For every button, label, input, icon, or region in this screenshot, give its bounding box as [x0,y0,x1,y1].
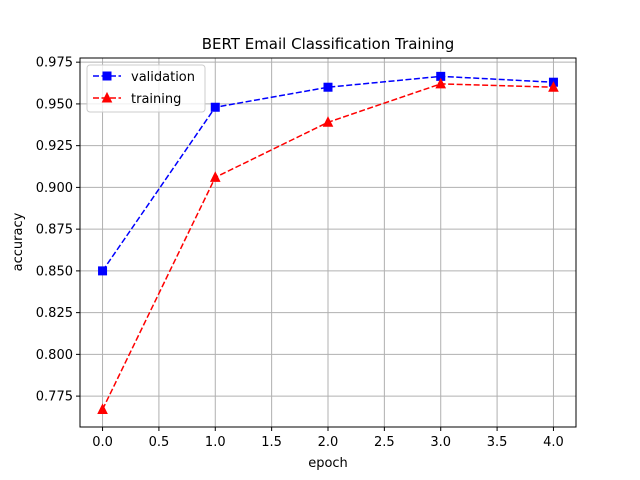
x-axis-title: epoch [308,456,348,471]
y-tick-label: 0.975 [36,56,73,71]
x-tick-label: 2.0 [318,435,339,450]
x-tick-label: 1.0 [205,435,226,450]
legend-box [86,64,206,113]
training-point [435,77,447,89]
validation-point [323,82,333,92]
x-tick-label: 0.5 [149,435,170,450]
x-tick-label: 2.5 [374,435,395,450]
validation-line [101,75,554,272]
validation-point [98,266,108,276]
training-point [97,403,108,414]
y-tick-label: 0.825 [36,306,73,321]
series-training [97,77,559,414]
legend-label-training: training [131,92,181,107]
series-layer [97,71,559,414]
x-tick-label: 0.0 [92,435,113,450]
grid [80,58,576,427]
chart-title: BERT Email Classification Training [202,35,455,53]
y-tick-label: 0.775 [36,390,73,405]
legend-label-validation: validation [131,70,195,85]
x-axis: 0.0 0.5 1.0 1.5 2.0 2.5 3.0 3.5 4.0 [92,427,564,450]
legend-marker-validation [102,71,112,81]
x-tick-label: 3.0 [430,435,451,450]
y-tick-label: 0.900 [36,181,73,196]
validation-point [210,102,220,112]
training-point [209,171,221,182]
y-tick-label: 0.800 [36,348,73,363]
training-point [322,116,334,127]
y-tick-label: 0.875 [36,223,73,238]
y-tick-label: 0.850 [36,264,73,279]
training-point [548,81,559,92]
legend-marker-training [101,91,113,103]
y-axis-title: accuracy [11,212,26,271]
x-tick-label: 1.5 [261,435,282,450]
y-tick-label: 0.950 [36,97,73,112]
x-tick-label: 3.5 [487,435,508,450]
y-axis: 0.775 0.800 0.825 0.850 0.875 0.900 0.925 0.950… [36,56,80,405]
x-tick-label: 4.0 [543,435,564,450]
y-tick-label: 0.925 [36,139,73,154]
legend: validation training [86,64,206,113]
